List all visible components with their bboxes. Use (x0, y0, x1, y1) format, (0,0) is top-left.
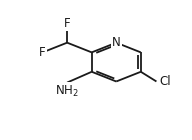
Text: N: N (112, 36, 121, 49)
Text: NH$_2$: NH$_2$ (55, 84, 79, 99)
Text: F: F (64, 17, 70, 30)
Text: Cl: Cl (160, 75, 171, 88)
Text: F: F (39, 46, 46, 59)
